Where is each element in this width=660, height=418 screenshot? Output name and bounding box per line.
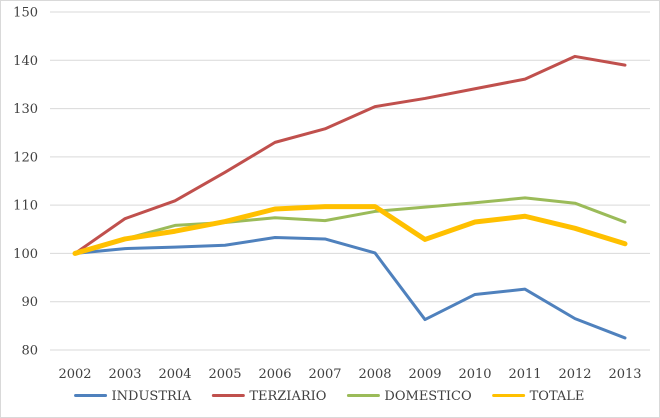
x-tick-label-2010: 2010 bbox=[458, 367, 491, 382]
y-tick-label-90: 90 bbox=[21, 295, 38, 310]
series-line-domestico bbox=[73, 196, 627, 255]
y-tick-label-130: 130 bbox=[13, 102, 38, 117]
y-tick-label-120: 120 bbox=[13, 150, 38, 165]
x-tick-label-2009: 2009 bbox=[408, 367, 441, 382]
x-tick-label-2003: 2003 bbox=[108, 367, 141, 382]
y-tick-label-150: 150 bbox=[13, 6, 38, 21]
series-lines bbox=[72, 54, 628, 340]
series-line-terziario bbox=[73, 54, 627, 255]
y-axis-tick-labels: 80 90 100 110 120 130 140 150 bbox=[13, 6, 38, 359]
legend-label-terziario: TERZIARIO bbox=[249, 389, 326, 404]
series-line-industria bbox=[73, 235, 627, 340]
y-tick-label-100: 100 bbox=[13, 247, 38, 262]
x-tick-label-2004: 2004 bbox=[158, 367, 191, 382]
x-tick-label-2008: 2008 bbox=[358, 367, 391, 382]
legend-label-domestico: DOMESTICO bbox=[384, 389, 471, 404]
x-tick-label-2005: 2005 bbox=[208, 367, 241, 382]
legend-label-totale: TOTALE bbox=[530, 389, 585, 404]
x-tick-label-2002: 2002 bbox=[58, 367, 91, 382]
x-tick-label-2012: 2012 bbox=[558, 367, 591, 382]
y-tick-label-110: 110 bbox=[13, 199, 38, 214]
x-tick-label-2013: 2013 bbox=[608, 367, 641, 382]
series-line-totale bbox=[72, 204, 628, 256]
x-tick-label-2006: 2006 bbox=[258, 367, 291, 382]
legend: INDUSTRIA TERZIARIO DOMESTICO TOTALE bbox=[74, 389, 585, 404]
x-tick-label-2011: 2011 bbox=[508, 367, 541, 382]
x-tick-label-2007: 2007 bbox=[308, 367, 341, 382]
x-axis: 2002 2003 2004 2005 2006 2007 2008 2009 2010 2011… bbox=[50, 349, 650, 382]
y-tick-label-80: 80 bbox=[21, 344, 38, 359]
gridlines bbox=[50, 11, 650, 303]
y-tick-label-140: 140 bbox=[13, 54, 38, 69]
legend-label-industria: INDUSTRIA bbox=[112, 389, 192, 404]
